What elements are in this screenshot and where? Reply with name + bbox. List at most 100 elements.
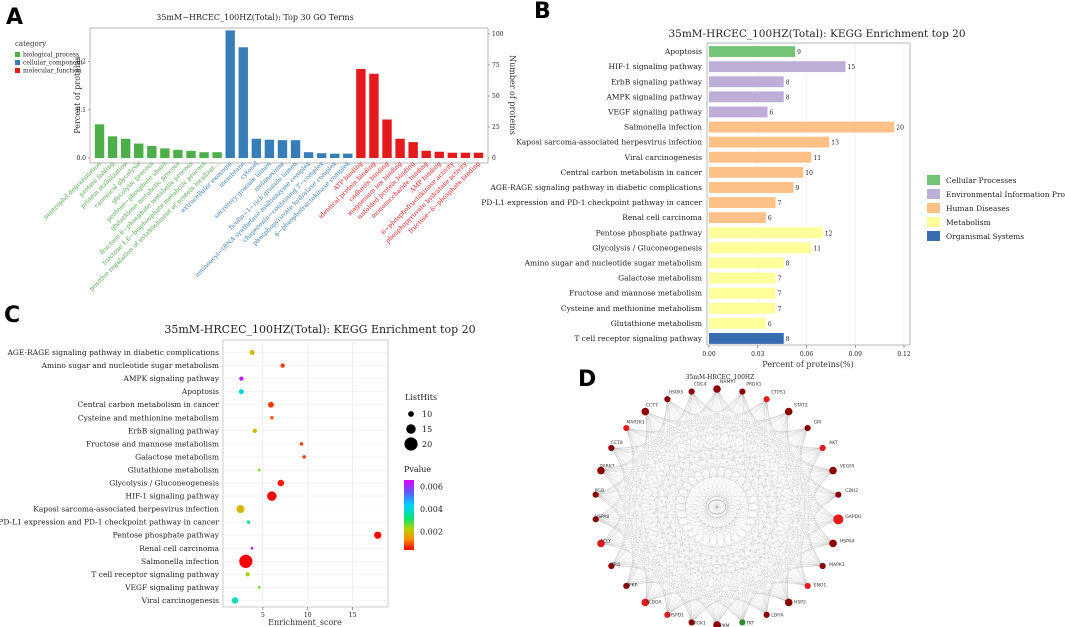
network-edge — [716, 388, 839, 495]
kegg-bubble-category-label: Cysteine and methionine metabolism — [78, 413, 219, 422]
network-edge — [791, 427, 808, 587]
network-edge — [797, 427, 823, 567]
kegg-bar-legend-swatch — [927, 231, 940, 241]
network-edge — [787, 494, 839, 603]
network-edge — [600, 470, 839, 520]
network-edge — [645, 447, 823, 603]
network-edge — [600, 399, 668, 544]
network-edge — [611, 542, 834, 567]
kegg-bubble-category-label: AGE-RAGE signaling pathway in diabetic c… — [7, 348, 220, 357]
network-edge — [595, 399, 668, 495]
network-edge — [595, 391, 692, 520]
kegg-bar-category-label: VEGF signaling pathway — [607, 107, 703, 116]
network-node — [664, 396, 671, 403]
kegg-bubble-category-label: Pentose phosphate pathway — [113, 531, 220, 540]
network-edge — [600, 388, 718, 544]
go-bar — [447, 152, 458, 158]
network-edge — [799, 470, 834, 587]
go-y-tick-left-label: 0.1 — [76, 107, 86, 114]
network-edge — [691, 411, 789, 623]
network-node — [739, 388, 746, 395]
panel-label-a: A — [6, 5, 23, 30]
kegg-bubble-point — [249, 350, 255, 356]
kegg-bubble-point — [250, 546, 254, 550]
kegg-bar-count: 20 — [896, 125, 904, 132]
kegg-bar-count: 9 — [796, 185, 800, 192]
network-edge — [742, 543, 834, 623]
kegg-bubble-point — [280, 363, 285, 368]
kegg-bar-count: 10 — [805, 170, 813, 177]
kegg-bubble-point — [245, 572, 250, 577]
network-node-label: TPI1 — [610, 562, 621, 568]
go-y-tick-left-label: 0.0 — [76, 155, 86, 162]
network-edge — [611, 447, 823, 459]
network-edge — [595, 427, 808, 495]
network-edge — [600, 399, 767, 544]
network-edge — [764, 411, 789, 615]
kegg-bar-legend-label: Environmental Information Processing — [946, 190, 1065, 199]
kegg-bubble-title: 35mM-HRCEC_100HZ(Total): KEGG Enrichment… — [164, 323, 475, 336]
network-edge — [766, 399, 839, 495]
network-node-label: PGK1 — [694, 620, 706, 626]
network-edge — [595, 519, 668, 615]
network-edge — [667, 399, 823, 567]
network-edge — [766, 470, 834, 615]
network-edge — [595, 517, 839, 520]
network-edge — [600, 447, 823, 472]
go-bar — [330, 153, 340, 158]
kegg-bar — [709, 212, 766, 224]
kegg-bar-count: 7 — [778, 276, 782, 283]
network-edge — [626, 427, 823, 567]
network-edge — [742, 494, 839, 623]
kegg-bubble-category-label: Glutathione metabolism — [128, 465, 219, 474]
kegg-bar-count: 6 — [770, 109, 774, 116]
network-edge — [645, 411, 743, 623]
network-edge — [600, 470, 718, 626]
kegg-bubble-category-label: Amino sugar and nucleotide sugar metabol… — [41, 361, 219, 370]
kegg-bar-count: 11 — [813, 155, 821, 162]
go-legend-label: biological_process — [23, 52, 79, 59]
kegg-bar — [709, 182, 794, 193]
network-node-label: HSPA4 — [840, 539, 855, 545]
go-bar — [212, 152, 222, 158]
network-edge — [766, 399, 839, 520]
kegg-bar-count: 7 — [778, 291, 782, 298]
network-node-label: ALDOA — [646, 600, 663, 606]
network-edge — [626, 519, 839, 587]
kegg-bubble-category-label: HIF-1 signaling pathway — [126, 492, 220, 501]
kegg-bubble-category-label: Galactose metabolism — [135, 452, 219, 461]
kegg-bubble-point — [277, 479, 285, 487]
network-edge — [600, 470, 767, 615]
network-edge — [691, 391, 808, 432]
kegg-bubble-point — [257, 586, 261, 589]
network-edge — [611, 447, 808, 587]
listhits-legend: 10 15 20 — [404, 410, 432, 451]
kegg-bubble-point — [239, 554, 253, 568]
go-legend-swatch — [15, 60, 20, 65]
listhits-legend-title: ListHits — [405, 393, 437, 402]
network-node — [713, 621, 721, 627]
network-node-label: PFKP — [626, 583, 637, 589]
go-bar — [277, 140, 288, 158]
network-edge — [716, 388, 808, 587]
network-edge — [595, 411, 647, 520]
network-edge — [667, 399, 789, 603]
network-edge — [742, 447, 823, 623]
network-edge — [667, 427, 808, 615]
panel-label-c: C — [4, 303, 20, 328]
go-legend-label: molecular_function — [23, 68, 82, 75]
network-node — [784, 407, 793, 416]
network-edge — [691, 598, 767, 623]
kegg-bubble-point — [302, 455, 306, 459]
kegg-bubble-category-label: VEGF signaling pathway — [124, 583, 220, 592]
kegg-bar-category-label: Viral carcinogenesis — [624, 153, 702, 162]
kegg-bar-plot-frame — [706, 42, 911, 346]
go-legend-swatch — [15, 52, 20, 57]
network-edge — [691, 391, 767, 615]
kegg-bubble-point — [238, 389, 244, 395]
network-edge — [600, 543, 692, 623]
network-edge — [667, 598, 743, 623]
kegg-bar — [709, 287, 776, 299]
network-edge — [742, 391, 789, 603]
